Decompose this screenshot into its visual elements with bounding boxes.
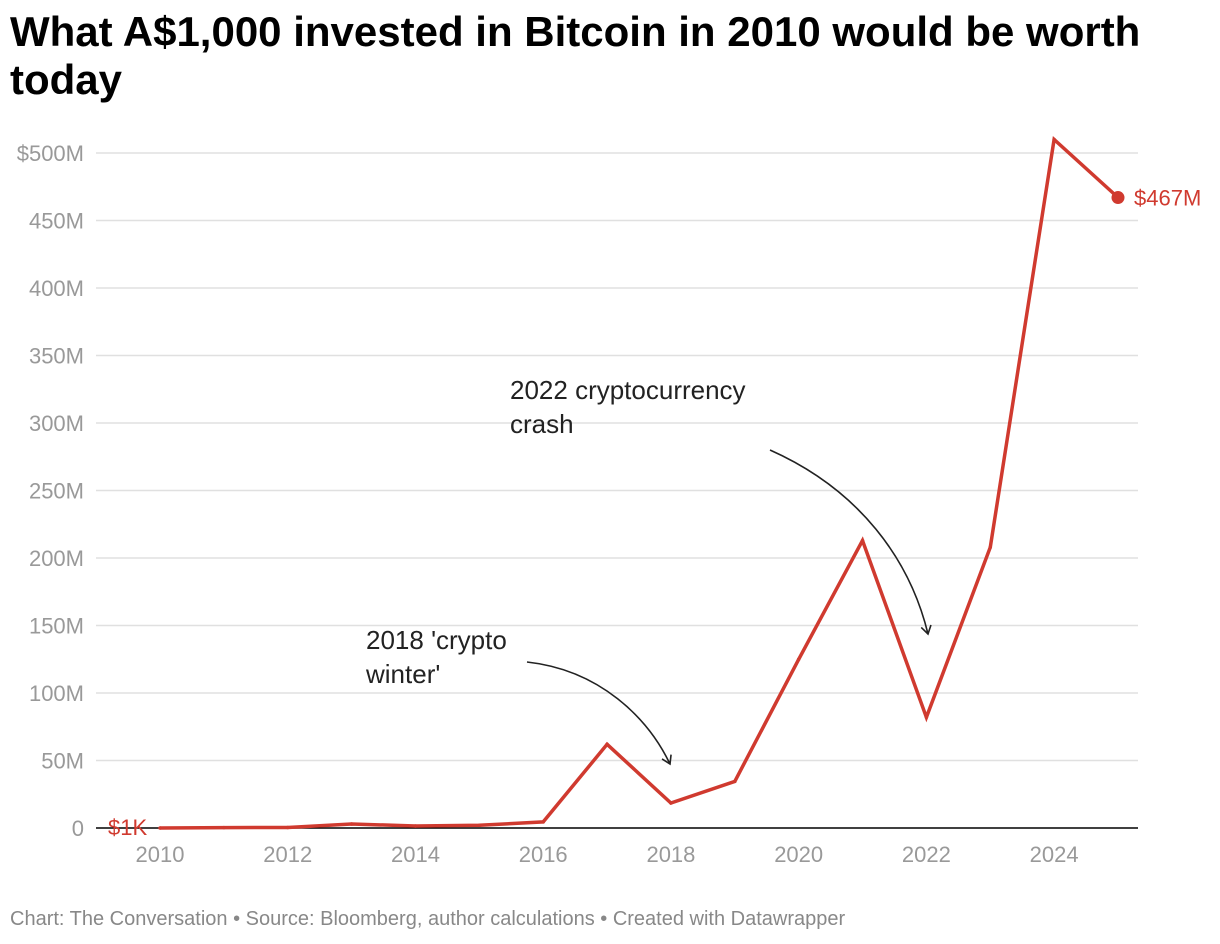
y-tick-label: 450M xyxy=(29,209,84,234)
y-tick-label: 250M xyxy=(29,479,84,504)
x-tick-label: 2012 xyxy=(263,842,312,867)
annotation-2022-arrow xyxy=(769,449,932,636)
data-point xyxy=(605,742,609,747)
data-point xyxy=(796,657,801,661)
y-tick-label: $500M xyxy=(17,141,84,166)
y-axis-ticks: 0 50M 100M 150M 200M 250M 300M 350M 400M 450M $500… xyxy=(17,141,84,841)
y-tick-label: 150M xyxy=(29,614,84,639)
y-tick-label: 400M xyxy=(29,276,84,301)
chart-title: What A$1,000 invested in Bitcoin in 2010… xyxy=(10,8,1141,103)
annotation-2018-line-2: winter' xyxy=(365,659,440,689)
annotation-2018-line-1: 2018 'crypto xyxy=(366,625,507,655)
annotation-2018-arrow xyxy=(526,661,672,766)
y-tick-label: 350M xyxy=(29,344,84,369)
end-point-marker xyxy=(1111,191,1125,205)
data-point xyxy=(222,825,226,830)
data-point xyxy=(413,824,418,828)
annotation-2022-line-2: crash xyxy=(510,409,574,439)
data-point xyxy=(285,825,290,830)
x-axis-ticks: 2010 2012 2014 2016 2018 2020 2022 2024 xyxy=(136,842,1079,867)
y-tick-label: 300M xyxy=(29,411,84,436)
data-point xyxy=(988,545,993,549)
data-point xyxy=(733,779,737,784)
data-point xyxy=(158,826,162,830)
data-point xyxy=(349,822,354,826)
data-point xyxy=(541,820,545,824)
data-point xyxy=(1052,137,1056,142)
start-value-label: $1K xyxy=(108,815,147,840)
series-points xyxy=(158,137,1120,830)
x-tick-label: 2014 xyxy=(391,842,440,867)
end-value-label: $467M xyxy=(1134,186,1201,211)
data-point xyxy=(669,801,673,805)
y-tick-label: 50M xyxy=(41,749,84,774)
x-tick-label: 2022 xyxy=(902,842,951,867)
gridlines xyxy=(96,152,1138,762)
x-tick-label: 2020 xyxy=(774,842,823,867)
data-point xyxy=(477,823,482,828)
data-point xyxy=(860,538,865,543)
x-tick-label: 2016 xyxy=(519,842,568,867)
y-tick-label: 0 xyxy=(72,816,84,841)
y-tick-label: 100M xyxy=(29,681,84,706)
annotation-2022-line-1: 2022 cryptocurrency xyxy=(510,375,746,405)
x-tick-label: 2018 xyxy=(646,842,695,867)
series-line xyxy=(159,136,1120,830)
x-tick-label: 2010 xyxy=(136,842,185,867)
chart-footer: Chart: The Conversation • Source: Bloomb… xyxy=(10,908,846,930)
data-point xyxy=(924,715,929,720)
x-tick-label: 2024 xyxy=(1030,842,1079,867)
y-tick-label: 200M xyxy=(29,546,84,571)
